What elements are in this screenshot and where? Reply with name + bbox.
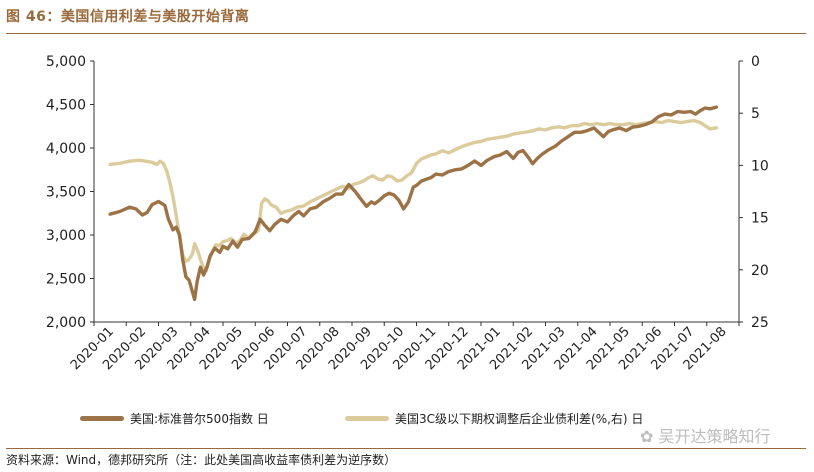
- legend-item-sp500: 美国:标准普尔500指数 日: [80, 410, 269, 427]
- left-tick-label: 4,500: [46, 98, 86, 114]
- right-tick-label: 25: [751, 315, 769, 331]
- watermark-text: 吴开达策略知行: [658, 427, 771, 446]
- right-tick-label: 0: [751, 54, 760, 70]
- legend-swatch-spread: [345, 416, 389, 421]
- figure-title: 图 46：美国信用利差与美股开始背离: [6, 9, 250, 25]
- wechat-icon: ✿: [640, 427, 654, 446]
- legend-swatch-sp500: [80, 416, 124, 421]
- series-line-spread: [108, 118, 719, 273]
- source-divider: [6, 448, 806, 449]
- left-tick-label: 4,000: [46, 141, 86, 157]
- left-tick-label: 3,500: [46, 185, 86, 201]
- right-tick-label: 15: [751, 211, 769, 227]
- right-tick-label: 5: [751, 106, 760, 122]
- left-tick-label: 5,000: [46, 54, 86, 70]
- left-tick-label: 2,500: [46, 272, 86, 288]
- source-note: 资料来源：Wind，德邦研究所（注：此处美国高收益率债利差为逆序数）: [6, 453, 397, 467]
- legend-label-sp500: 美国:标准普尔500指数 日: [130, 412, 269, 426]
- series-line-sp500: [108, 105, 719, 302]
- chart-legend: 美国:标准普尔500指数 日 美国3C级以下期权调整后企业债利差(%,右) 日: [80, 410, 740, 430]
- left-tick-label: 2,000: [46, 315, 86, 331]
- right-tick-label: 10: [751, 158, 769, 174]
- legend-item-spread: 美国3C级以下期权调整后企业债利差(%,右) 日: [345, 410, 643, 427]
- title-divider: [6, 33, 806, 34]
- left-tick-label: 3,000: [46, 228, 86, 244]
- legend-label-spread: 美国3C级以下期权调整后企业债利差(%,右) 日: [395, 412, 644, 426]
- watermark: ✿ 吴开达策略知行: [640, 423, 771, 447]
- right-tick-label: 20: [751, 263, 769, 279]
